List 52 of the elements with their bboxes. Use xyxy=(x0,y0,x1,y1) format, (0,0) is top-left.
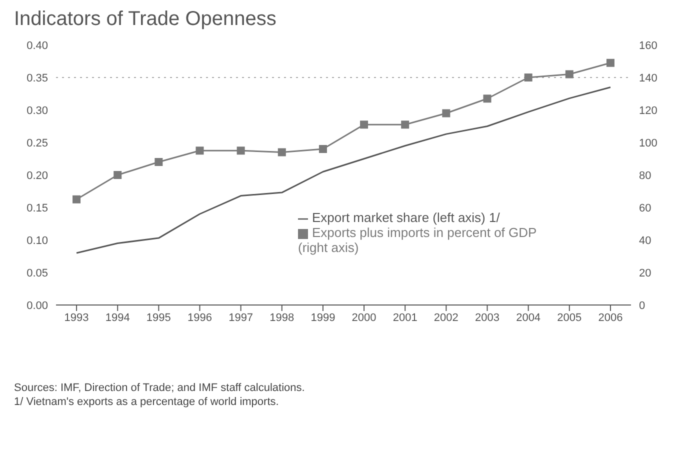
x-tick-label: 2005 xyxy=(557,312,582,324)
chart-title: Indicators of Trade Openness xyxy=(13,8,278,32)
y2-tick-label: 160 xyxy=(639,40,658,52)
y2-tick-label: 20 xyxy=(639,267,652,280)
point xyxy=(483,94,492,103)
x-tick-label: 1997 xyxy=(228,312,254,324)
y-tick-label: 0.20 xyxy=(26,170,48,182)
x-tick-label: 2002 xyxy=(434,312,458,324)
x-tick-label: 2006 xyxy=(598,312,623,324)
x-tick-label: 1995 xyxy=(146,312,171,324)
line-series xyxy=(76,86,612,254)
x-tick-label: 2003 xyxy=(475,312,500,324)
y2-tick-label: 100 xyxy=(639,137,658,150)
point xyxy=(72,195,81,204)
x-tick-label: 1994 xyxy=(105,312,130,324)
x-tick-label: 2004 xyxy=(516,312,541,324)
y-tick-label: 0.00 xyxy=(26,300,48,312)
point xyxy=(524,74,532,82)
y-tick-label: 0.35 xyxy=(26,72,48,84)
y2-tick-label: 0 xyxy=(639,300,646,312)
y-tick-label: 0.40 xyxy=(26,40,48,52)
y2-tick-label: 140 xyxy=(639,72,658,84)
point xyxy=(236,146,245,155)
point xyxy=(154,158,163,166)
y-tick-label: 0.15 xyxy=(26,202,48,214)
text: 1/ Vietnam's exports as a percentage of world imports. xyxy=(13,395,280,408)
point xyxy=(442,109,450,118)
y-tick-label: 0.25 xyxy=(26,137,48,150)
source-note: Sources: IMF, Direction of Trade; and IMF staff calculations. xyxy=(13,381,306,394)
y2-tick-label: 80 xyxy=(639,170,652,182)
point xyxy=(401,120,410,129)
point xyxy=(114,171,122,179)
x-tick-label: 1998 xyxy=(270,312,294,324)
legend-label: Exports plus imports in percent of GDP (right axis) xyxy=(298,225,536,255)
point xyxy=(196,146,204,155)
x-tick-label: 1993 xyxy=(64,312,89,324)
point xyxy=(318,145,327,153)
legend-label: Export market share (left axis) 1/ xyxy=(312,210,500,225)
x-tick-label: 2000 xyxy=(352,312,376,324)
y-tick-label: 0.05 xyxy=(26,267,48,280)
point xyxy=(565,70,574,78)
point xyxy=(278,148,286,156)
x-tick-label: 1999 xyxy=(310,312,336,324)
y2-tick-label: 40 xyxy=(639,234,652,247)
y-tick-label: 0.30 xyxy=(26,104,48,117)
y-tick-label: 0.10 xyxy=(26,234,48,247)
x-tick-label: 2001 xyxy=(392,312,418,324)
y2-tick-label: 120 xyxy=(639,104,658,117)
y2-tick-label: 60 xyxy=(639,202,652,214)
point xyxy=(606,58,614,67)
point xyxy=(360,120,368,129)
x-tick-label: 1996 xyxy=(188,312,212,324)
